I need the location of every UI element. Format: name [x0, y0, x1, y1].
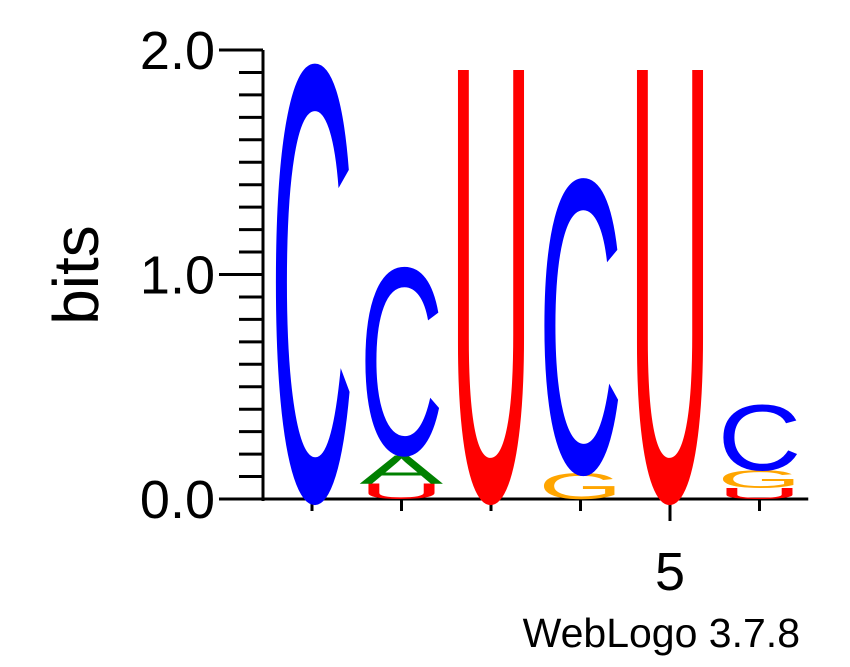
letter-stacks: C UAC U GC U UGC [270, 0, 801, 632]
logo-letter-A: A [360, 447, 444, 492]
logo-letter-U: U [628, 0, 712, 632]
stack-position-6: UGC [718, 386, 802, 503]
logo-letter-G: G [718, 465, 802, 493]
logo-letter-C: C [539, 92, 623, 562]
y-tick-label: 2.0 [140, 21, 215, 81]
y-axis: 0.0 1.0 2.0 [140, 21, 265, 530]
x-tick-label: 5 [655, 542, 685, 602]
stack-position-5: U [628, 0, 712, 632]
logo-letter-U: U [718, 485, 802, 502]
stack-position-1: C [270, 0, 354, 632]
logo-letter-G: G [539, 466, 623, 508]
stack-position-2: UAC [360, 211, 444, 511]
stack-position-4: GC [539, 92, 623, 562]
logo-letter-C: C [360, 211, 444, 511]
y-axis-label: bits [40, 225, 112, 325]
stack-position-3: U [449, 0, 533, 632]
logo-letter-C: C [718, 386, 802, 491]
x-axis: 5 [263, 497, 809, 602]
logo-letter-U: U [360, 479, 444, 504]
y-tick-label: 1.0 [140, 246, 215, 306]
weblogo-credit: WebLogo 3.7.8 [523, 610, 800, 656]
logo-letter-C: C [270, 0, 354, 632]
logo-letter-U: U [449, 0, 533, 632]
y-tick-label: 0.0 [140, 470, 215, 530]
